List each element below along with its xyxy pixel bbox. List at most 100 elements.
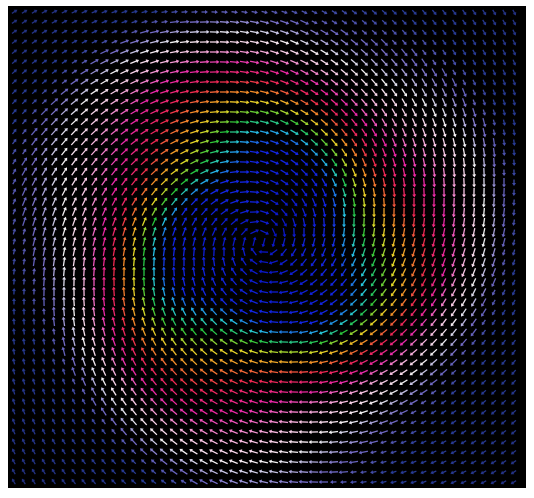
arrow-head bbox=[338, 400, 342, 405]
arrow-head bbox=[150, 479, 155, 483]
arrow-head bbox=[101, 407, 105, 411]
arrow-head bbox=[238, 379, 243, 383]
arrow-head bbox=[256, 190, 260, 195]
arrow-head bbox=[298, 340, 302, 345]
arrow-head bbox=[181, 297, 185, 301]
arrow-head bbox=[51, 306, 56, 310]
arrow-head bbox=[175, 109, 180, 113]
arrow-head bbox=[155, 49, 160, 54]
arrow-head bbox=[318, 420, 322, 425]
arrow-head bbox=[461, 371, 465, 375]
arrow-head bbox=[512, 112, 517, 116]
arrow-head bbox=[471, 234, 476, 238]
arrow-head bbox=[21, 408, 26, 412]
arrow-head bbox=[222, 246, 226, 250]
arrow-head bbox=[482, 174, 487, 178]
arrow-head bbox=[81, 336, 86, 341]
arrow-head bbox=[219, 308, 224, 312]
arrow-head bbox=[152, 246, 157, 250]
arrow-head bbox=[372, 214, 376, 218]
arrow-head bbox=[161, 317, 165, 321]
arrow-head bbox=[268, 260, 273, 265]
arrow-head bbox=[84, 19, 88, 24]
arrow-head bbox=[248, 449, 253, 454]
arrow-head bbox=[393, 153, 397, 158]
arrow-head bbox=[229, 379, 233, 383]
arrow-head bbox=[52, 236, 57, 241]
arrow-head bbox=[94, 29, 98, 34]
arrow-head bbox=[184, 178, 189, 182]
arrow-head bbox=[248, 409, 253, 414]
arrow-head bbox=[192, 236, 197, 241]
arrow-head bbox=[450, 352, 454, 356]
arrow-head bbox=[450, 480, 454, 485]
arrow-head bbox=[399, 342, 404, 346]
arrow-head bbox=[81, 326, 86, 330]
arrow-head bbox=[64, 88, 69, 92]
arrow-head bbox=[140, 448, 144, 452]
arrow-head bbox=[462, 174, 467, 178]
arrow-head bbox=[194, 178, 199, 183]
arrow-head bbox=[185, 139, 189, 143]
arrow-head bbox=[144, 9, 148, 14]
arrow-head bbox=[372, 204, 377, 208]
arrow-head bbox=[201, 256, 206, 260]
arrow-head bbox=[125, 109, 129, 113]
arrow-head bbox=[328, 430, 332, 435]
arrow-head bbox=[23, 109, 27, 113]
arrow-head bbox=[371, 273, 375, 277]
arrow-head bbox=[348, 450, 352, 455]
arrow-head bbox=[389, 411, 393, 415]
arrow-head bbox=[419, 352, 424, 356]
arrow-head bbox=[268, 359, 272, 364]
arrow-head bbox=[189, 439, 193, 443]
arrow-head bbox=[491, 401, 495, 405]
arrow-head bbox=[81, 346, 86, 351]
arrow-head bbox=[238, 439, 243, 444]
arrow-head bbox=[373, 11, 378, 15]
arrow-head bbox=[492, 112, 497, 116]
arrow-head bbox=[64, 108, 68, 112]
arrow-head bbox=[492, 62, 497, 66]
arrow-head bbox=[131, 347, 135, 351]
arrow-head bbox=[154, 158, 159, 162]
arrow-head bbox=[369, 341, 374, 346]
arrow-head bbox=[121, 367, 125, 371]
arrow-head bbox=[318, 370, 322, 375]
arrow-head bbox=[72, 246, 77, 250]
arrow-head bbox=[130, 407, 134, 412]
arrow-head bbox=[318, 440, 322, 445]
arrow-head bbox=[433, 93, 437, 97]
arrow-head bbox=[94, 138, 98, 142]
arrow-head bbox=[440, 391, 445, 395]
arrow-head bbox=[341, 243, 346, 248]
arrow-head bbox=[298, 330, 302, 335]
arrow-head bbox=[176, 39, 180, 44]
arrow-head bbox=[209, 479, 213, 483]
arrow-head bbox=[256, 140, 260, 145]
arrow-head bbox=[373, 153, 377, 157]
arrow-head bbox=[399, 401, 403, 405]
arrow-head bbox=[169, 458, 174, 463]
arrow-head bbox=[62, 246, 67, 250]
arrow-head bbox=[431, 273, 435, 277]
arrow-head bbox=[309, 291, 313, 295]
arrow-head bbox=[179, 398, 184, 402]
arrow-head bbox=[200, 338, 204, 342]
arrow-head bbox=[94, 108, 99, 112]
arrow-head bbox=[229, 369, 233, 373]
arrow-head bbox=[41, 308, 46, 312]
arrow-head bbox=[364, 42, 369, 46]
arrow-head bbox=[43, 89, 47, 93]
arrow-head bbox=[512, 42, 517, 46]
arrow-head bbox=[54, 118, 58, 122]
arrow-head bbox=[441, 204, 446, 208]
arrow-head bbox=[135, 89, 139, 93]
arrow-head bbox=[442, 184, 447, 188]
arrow-head bbox=[228, 439, 233, 443]
arrow-head bbox=[482, 164, 487, 168]
arrow-head bbox=[115, 99, 119, 103]
arrow-head bbox=[256, 70, 260, 75]
arrow-head bbox=[104, 39, 108, 44]
arrow-head bbox=[41, 418, 46, 422]
